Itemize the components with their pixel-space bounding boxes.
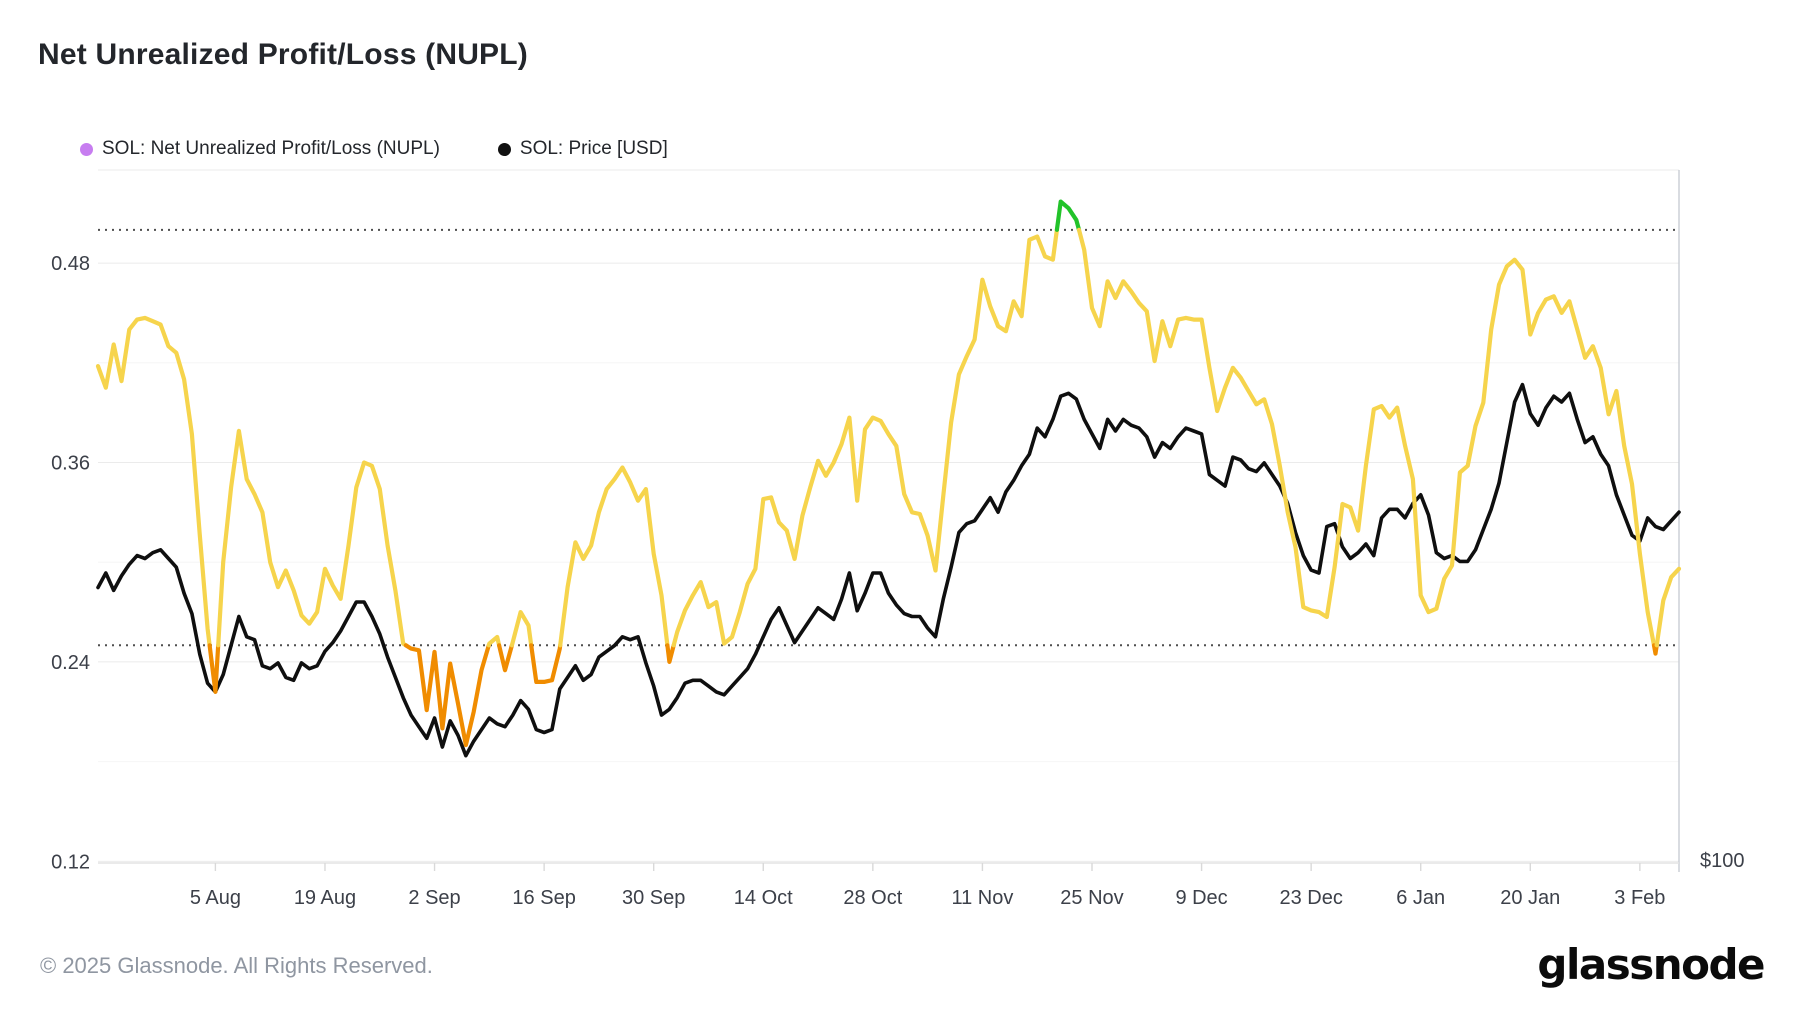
x-axis-tick-label: 11 Nov — [951, 887, 1013, 909]
x-axis-tick-label: 23 Dec — [1279, 887, 1342, 909]
copyright-text: © 2025 Glassnode. All Rights Reserved. — [40, 953, 433, 978]
nupl-line-segment — [509, 609, 534, 648]
y-axis-tick-label: 0.24 — [51, 652, 90, 674]
x-axis-tick-label: 19 Aug — [294, 887, 356, 909]
glassnode-logo: glassnode — [1537, 940, 1765, 989]
legend-item-nupl[interactable]: SOL: Net Unrealized Profit/Loss (NUPL) — [80, 138, 440, 160]
x-axis-tick-label: 16 Sep — [512, 887, 575, 909]
nupl-line-segment — [558, 465, 670, 648]
nupl-line-segment — [1654, 566, 1682, 648]
nupl-line-segment — [403, 643, 491, 748]
page-title: Net Unrealized Profit/Loss (NUPL) — [38, 38, 528, 71]
legend-item-price[interactable]: SOL: Price [USD] — [497, 138, 668, 160]
nupl-line-segment — [1651, 643, 1659, 656]
price-line — [96, 382, 1681, 758]
right-axis-price-label: $100 — [1700, 850, 1745, 872]
nupl-line-segment — [95, 315, 212, 648]
x-axis-tick-label: 25 Nov — [1060, 887, 1123, 909]
nupl-line-segment — [216, 428, 408, 648]
nupl-price-chart-plot[interactable]: 0.12 0.24 0.36 0.48 5 Aug 19 Aug 2 Sep 16 Sep 30… — [0, 0, 1800, 913]
chart-legend: SOL: Net Unrealized Profit/Loss (NUPL) S… — [80, 138, 668, 160]
x-axis-tick-label: 5 Aug — [190, 887, 241, 909]
nupl-series-dot-icon — [80, 142, 93, 156]
y-axis-tick-label: 0.48 — [51, 253, 90, 275]
x-axis-tick-label: 6 Jan — [1396, 887, 1445, 909]
x-axis-tick-label: 30 Sep — [622, 887, 685, 909]
nupl-line-segment — [1076, 227, 1657, 648]
x-axis-tick-label: 20 Jan — [1500, 887, 1560, 909]
nupl-line-segment — [665, 643, 676, 665]
x-axis-tick-label: 14 Oct — [734, 887, 793, 909]
x-axis-tick-label: 9 Dec — [1175, 887, 1227, 909]
x-axis-tick-label: 3 Feb — [1614, 887, 1665, 909]
nupl-line-segment — [1054, 199, 1082, 232]
price-series-dot-icon — [497, 142, 511, 156]
nupl-line-segment — [486, 634, 502, 648]
legend-label-nupl: SOL: Net Unrealized Profit/Loss (NUPL) — [102, 138, 440, 159]
nupl-line-segment — [671, 227, 1060, 648]
y-axis-tick-label: 0.36 — [51, 452, 90, 474]
x-axis-tick-label: 2 Sep — [408, 887, 460, 909]
y-axis-tick-label: 0.12 — [51, 851, 90, 873]
legend-label-price: SOL: Price [USD] — [519, 138, 668, 159]
nupl-line-segment — [207, 643, 221, 694]
nupl-line-segment — [497, 643, 514, 673]
x-axis-tick-label: 28 Oct — [843, 887, 902, 909]
nupl-line-segment — [529, 643, 563, 685]
